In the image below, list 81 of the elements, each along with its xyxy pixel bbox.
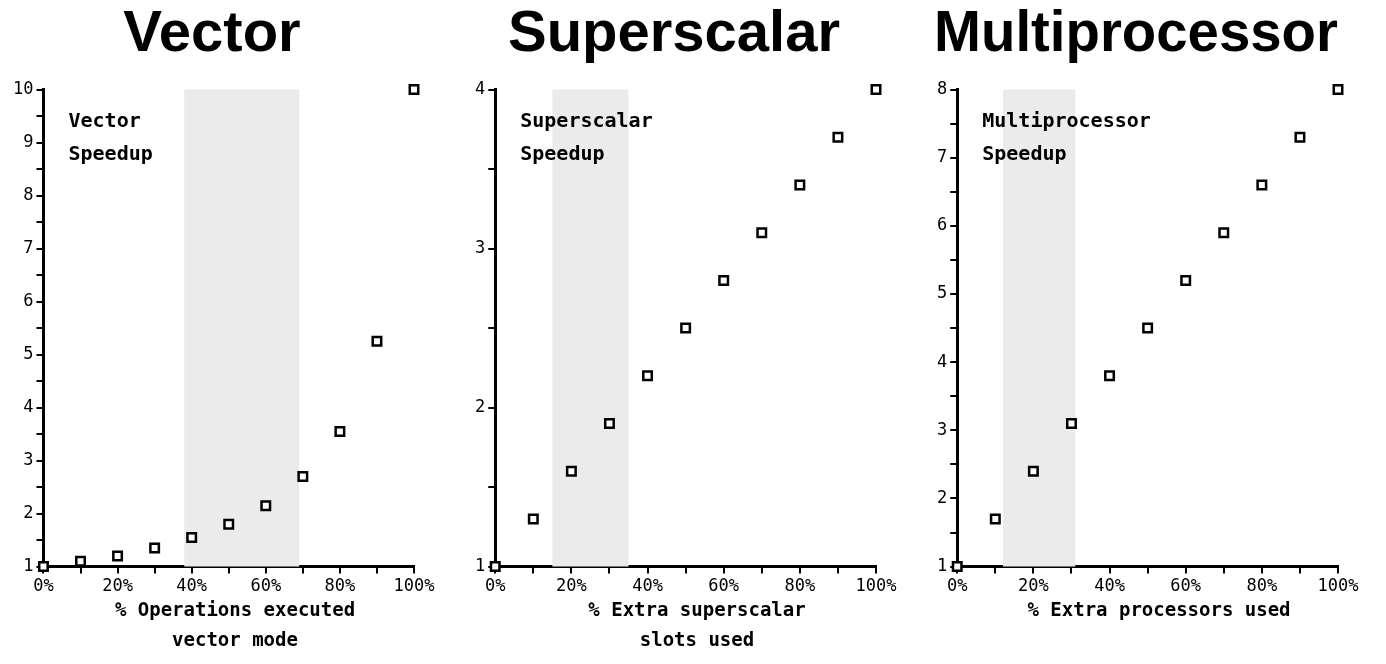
point bbox=[112, 550, 124, 562]
y-tick-label: 3 bbox=[23, 449, 34, 470]
y-tick-label: 3 bbox=[936, 418, 948, 439]
x-axis-title: % Extra processors used bbox=[1026, 597, 1292, 622]
y-axis-title: Vector Speedup bbox=[68, 107, 153, 165]
y-tick-label: 6 bbox=[23, 290, 34, 311]
y-tick-label: 9 bbox=[23, 131, 34, 152]
x-tick-label: 60% bbox=[708, 575, 740, 596]
y-tick-label: 3 bbox=[474, 237, 486, 258]
point bbox=[1104, 370, 1116, 382]
point bbox=[489, 561, 501, 573]
point bbox=[951, 561, 963, 573]
x-tick-label: 100% bbox=[855, 575, 897, 596]
x-tick-label: 40% bbox=[176, 575, 208, 596]
x-tick-label: 80% bbox=[1246, 575, 1278, 596]
point bbox=[603, 418, 615, 429]
y-tick-label: 2 bbox=[936, 486, 948, 507]
point bbox=[408, 84, 420, 96]
y-tick-label: 1 bbox=[23, 555, 34, 576]
y-tick-label: 2 bbox=[23, 502, 34, 523]
x-tick-label: 60% bbox=[250, 575, 282, 596]
y-tick-label: 4 bbox=[936, 350, 948, 371]
chart-title: Vector bbox=[123, 0, 301, 63]
x-tick-label: 20% bbox=[102, 575, 133, 596]
y-tick-label: 10 bbox=[12, 78, 34, 99]
y-tick-label: 5 bbox=[23, 343, 34, 364]
point bbox=[334, 425, 346, 437]
point bbox=[756, 227, 768, 239]
point bbox=[642, 370, 654, 382]
point bbox=[680, 322, 692, 334]
x-tick-label: 0% bbox=[33, 575, 54, 596]
chart-title: Multiprocessor bbox=[934, 0, 1338, 63]
y-tick-label: 1 bbox=[474, 555, 486, 576]
point bbox=[1256, 179, 1268, 191]
point bbox=[1332, 84, 1344, 96]
y-tick-label: 4 bbox=[23, 396, 34, 417]
point bbox=[989, 513, 1001, 525]
point bbox=[1294, 131, 1306, 143]
x-axis-title: % Operations executed vector mode bbox=[113, 597, 357, 652]
point bbox=[260, 500, 272, 512]
x-tick-label: 20% bbox=[556, 575, 587, 596]
point bbox=[186, 531, 198, 543]
point bbox=[527, 513, 539, 525]
y-tick-label: 1 bbox=[936, 555, 948, 576]
y-axis-title: Superscalar Speedup bbox=[520, 107, 653, 165]
y-axis-title: Multiprocessor Speedup bbox=[982, 107, 1151, 165]
point bbox=[37, 561, 49, 573]
y-tick-label: 7 bbox=[936, 146, 948, 167]
x-axis-title: % Extra superscalar slots used bbox=[587, 597, 807, 652]
y-tick-label: 6 bbox=[936, 214, 948, 235]
x-tick-label: 100% bbox=[393, 575, 435, 596]
x-tick-label: 60% bbox=[1170, 575, 1202, 596]
y-tick-label: 8 bbox=[936, 78, 948, 99]
point bbox=[297, 471, 309, 482]
point bbox=[832, 131, 844, 143]
chart-title: Superscalar bbox=[507, 0, 841, 63]
point bbox=[371, 335, 383, 347]
point bbox=[1142, 322, 1154, 334]
point bbox=[794, 179, 806, 191]
x-tick-label: 40% bbox=[632, 575, 663, 596]
x-tick-label: 80% bbox=[324, 575, 356, 596]
x-tick-label: 80% bbox=[784, 575, 816, 596]
x-tick-label: 0% bbox=[484, 575, 506, 596]
point bbox=[223, 518, 235, 530]
x-tick-label: 100% bbox=[1317, 575, 1359, 596]
y-tick-label: 7 bbox=[23, 237, 34, 258]
x-tick-label: 20% bbox=[1018, 575, 1049, 596]
point bbox=[870, 84, 882, 96]
x-tick-label: 40% bbox=[1094, 575, 1125, 596]
y-tick-label: 2 bbox=[474, 396, 486, 417]
y-tick-label: 5 bbox=[936, 282, 948, 303]
point bbox=[565, 465, 577, 477]
point bbox=[1027, 465, 1039, 477]
point bbox=[1065, 418, 1077, 429]
x-tick-label: 0% bbox=[946, 575, 968, 596]
point bbox=[1218, 227, 1230, 239]
point bbox=[718, 274, 730, 286]
y-tick-label: 8 bbox=[23, 184, 34, 205]
point bbox=[1180, 274, 1192, 286]
y-tick-label: 4 bbox=[474, 78, 486, 99]
point bbox=[149, 542, 161, 554]
